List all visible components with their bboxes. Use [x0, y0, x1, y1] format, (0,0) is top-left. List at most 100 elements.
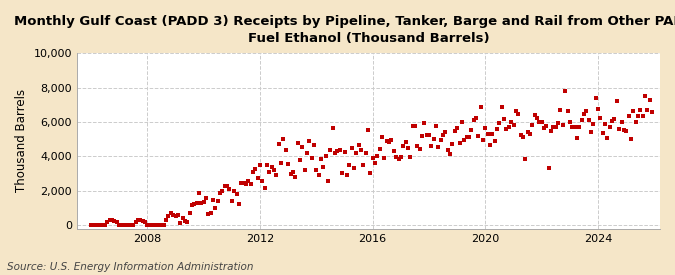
Point [599, 122, 610, 126]
Point [86, 223, 97, 227]
Point [198, 200, 209, 204]
Point [618, 128, 629, 132]
Point [92, 223, 103, 227]
Point [485, 143, 495, 147]
Point [90, 223, 101, 227]
Point [508, 123, 519, 128]
Point [609, 117, 620, 122]
Point [567, 125, 578, 129]
Point [111, 220, 122, 225]
Point [163, 214, 174, 219]
Point [588, 122, 599, 126]
Point [332, 149, 343, 153]
Point [358, 163, 369, 167]
Point [480, 125, 491, 130]
Point [177, 216, 188, 220]
Point [522, 130, 533, 134]
Point [337, 171, 348, 175]
Point [550, 125, 561, 130]
Point [306, 155, 317, 160]
Point [297, 145, 308, 150]
Point [562, 109, 573, 114]
Point [431, 124, 441, 129]
Point [290, 175, 300, 180]
Point [543, 166, 554, 170]
Point [527, 123, 538, 127]
Point [161, 218, 171, 222]
Point [194, 191, 205, 195]
Point [248, 170, 259, 174]
Point [180, 219, 190, 223]
Point [191, 201, 202, 206]
Point [156, 223, 167, 227]
Point [478, 138, 489, 142]
Point [437, 133, 448, 138]
Point [553, 121, 564, 125]
Point [294, 158, 305, 163]
Point [396, 155, 406, 159]
Text: Source: U.S. Energy Information Administration: Source: U.S. Energy Information Administ… [7, 262, 253, 272]
Point [362, 128, 373, 132]
Point [135, 217, 146, 222]
Point [632, 113, 643, 118]
Point [229, 189, 240, 193]
Point [311, 167, 322, 172]
Point [642, 108, 653, 112]
Point [583, 117, 594, 122]
Point [267, 164, 277, 169]
Point [219, 183, 230, 188]
Point [252, 176, 263, 180]
Point [132, 218, 143, 222]
Point [308, 143, 319, 147]
Point [128, 222, 138, 227]
Point [165, 211, 176, 216]
Point [107, 218, 117, 222]
Point [626, 136, 637, 141]
Point [541, 124, 551, 128]
Point [414, 147, 425, 151]
Point [548, 125, 559, 130]
Point [379, 155, 390, 160]
Point [489, 139, 500, 144]
Point [351, 151, 362, 155]
Point [377, 135, 387, 139]
Point [116, 223, 127, 227]
Point [121, 223, 132, 227]
Point [494, 120, 505, 125]
Point [637, 114, 648, 118]
Point [238, 181, 249, 185]
Point [461, 135, 472, 139]
Point [381, 139, 392, 144]
Point [607, 119, 618, 123]
Point [515, 133, 526, 138]
Point [421, 133, 432, 138]
Point [182, 220, 192, 224]
Point [245, 182, 256, 186]
Point [464, 135, 475, 139]
Point [236, 181, 246, 185]
Point [426, 144, 437, 148]
Point [344, 163, 354, 167]
Point [506, 120, 516, 125]
Point [334, 148, 345, 153]
Point [595, 116, 605, 120]
Point [137, 218, 148, 223]
Point [487, 132, 497, 136]
Point [468, 118, 479, 122]
Point [154, 223, 165, 227]
Point [597, 131, 608, 135]
Point [126, 223, 136, 227]
Point [475, 104, 486, 109]
Point [604, 125, 615, 130]
Point [560, 89, 570, 94]
Point [140, 220, 151, 224]
Point [342, 173, 352, 178]
Point [572, 136, 583, 140]
Point [616, 120, 627, 125]
Point [184, 211, 195, 215]
Point [564, 120, 575, 124]
Point [339, 150, 350, 154]
Point [356, 148, 367, 152]
Point [360, 151, 371, 155]
Point [470, 116, 481, 120]
